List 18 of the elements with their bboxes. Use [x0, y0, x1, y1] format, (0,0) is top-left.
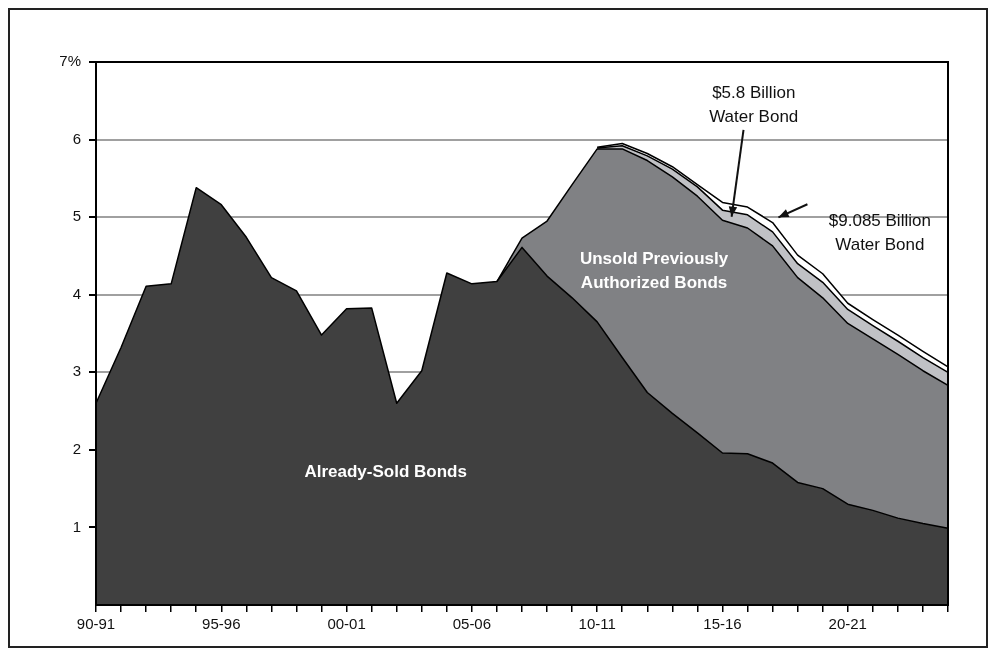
text: $5.8 Billion Water Bond — [709, 83, 799, 127]
y-tick-label: 7% — [59, 52, 81, 70]
y-tick-label: 1 — [72, 517, 81, 535]
series-label: $9.085 Billion Water Bond — [828, 210, 931, 254]
x-tick-label: 10-11 — [578, 615, 616, 633]
x-tick-label: 95-96 — [202, 615, 241, 633]
y-tick-label: 5 — [72, 207, 81, 225]
x-tick-label: 15-16 — [703, 615, 742, 633]
x-tick-label: 20-21 — [828, 615, 867, 633]
series-label: Unsold Previously Authorized Bonds — [579, 248, 729, 292]
y-tick-label: 4 — [72, 284, 81, 302]
y-tick-label: 2 — [72, 440, 81, 457]
x-tick-label: 00-01 — [327, 615, 366, 633]
x-tick-label: 90-91 — [76, 615, 116, 633]
y-tick-label: 3 — [72, 362, 81, 380]
x-tick-label: 05-06 — [452, 615, 492, 633]
series-label: Already-Sold Bonds — [304, 461, 467, 481]
y-tick-label: 6 — [72, 129, 81, 147]
